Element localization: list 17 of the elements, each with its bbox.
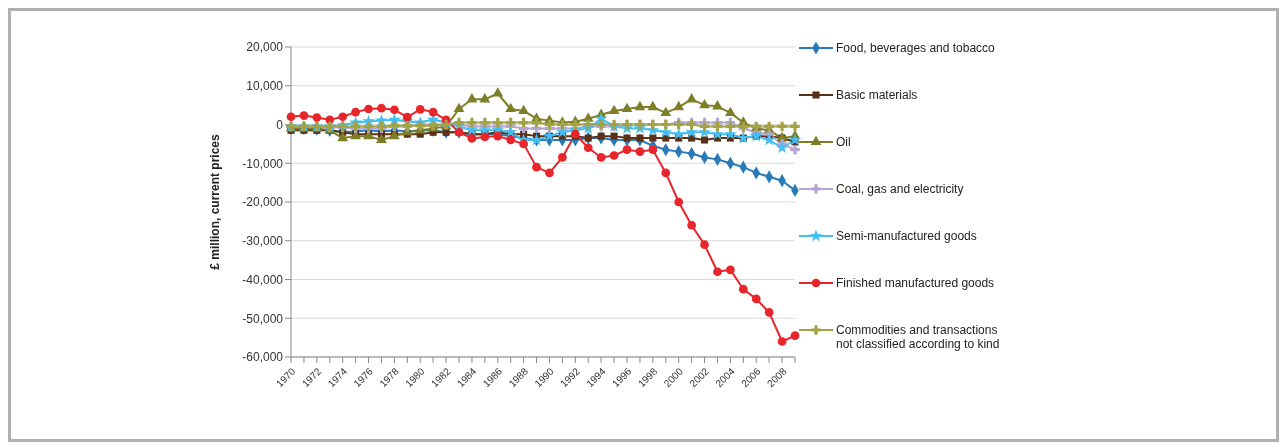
legend-label: Finished manufactured goods xyxy=(836,276,996,290)
y-tick-label: -10,000 xyxy=(242,156,284,171)
y-tick-label: 0 xyxy=(276,117,284,132)
y-tick-label: -20,000 xyxy=(242,195,284,210)
legend-label: Commodities and transactions not classified according to kind xyxy=(836,323,1001,351)
y-tick-label: 20,000 xyxy=(246,40,284,55)
legend-label: Coal, gas and electricity xyxy=(836,182,965,196)
legend-label: Basic materials xyxy=(836,88,919,102)
y-tick-label: -40,000 xyxy=(242,272,284,287)
y-tick-label: -50,000 xyxy=(242,311,284,326)
legend-label: Oil xyxy=(836,135,852,149)
y-axis-title: £ million, current prices xyxy=(208,133,223,270)
legend-label: Semi-manufactured goods xyxy=(836,229,978,243)
legend-label: Food, beverages and tobacco xyxy=(836,41,996,55)
y-tick-label: 10,000 xyxy=(246,79,284,94)
y-tick-label: -30,000 xyxy=(242,234,284,249)
y-tick-label: -60,000 xyxy=(242,350,284,365)
